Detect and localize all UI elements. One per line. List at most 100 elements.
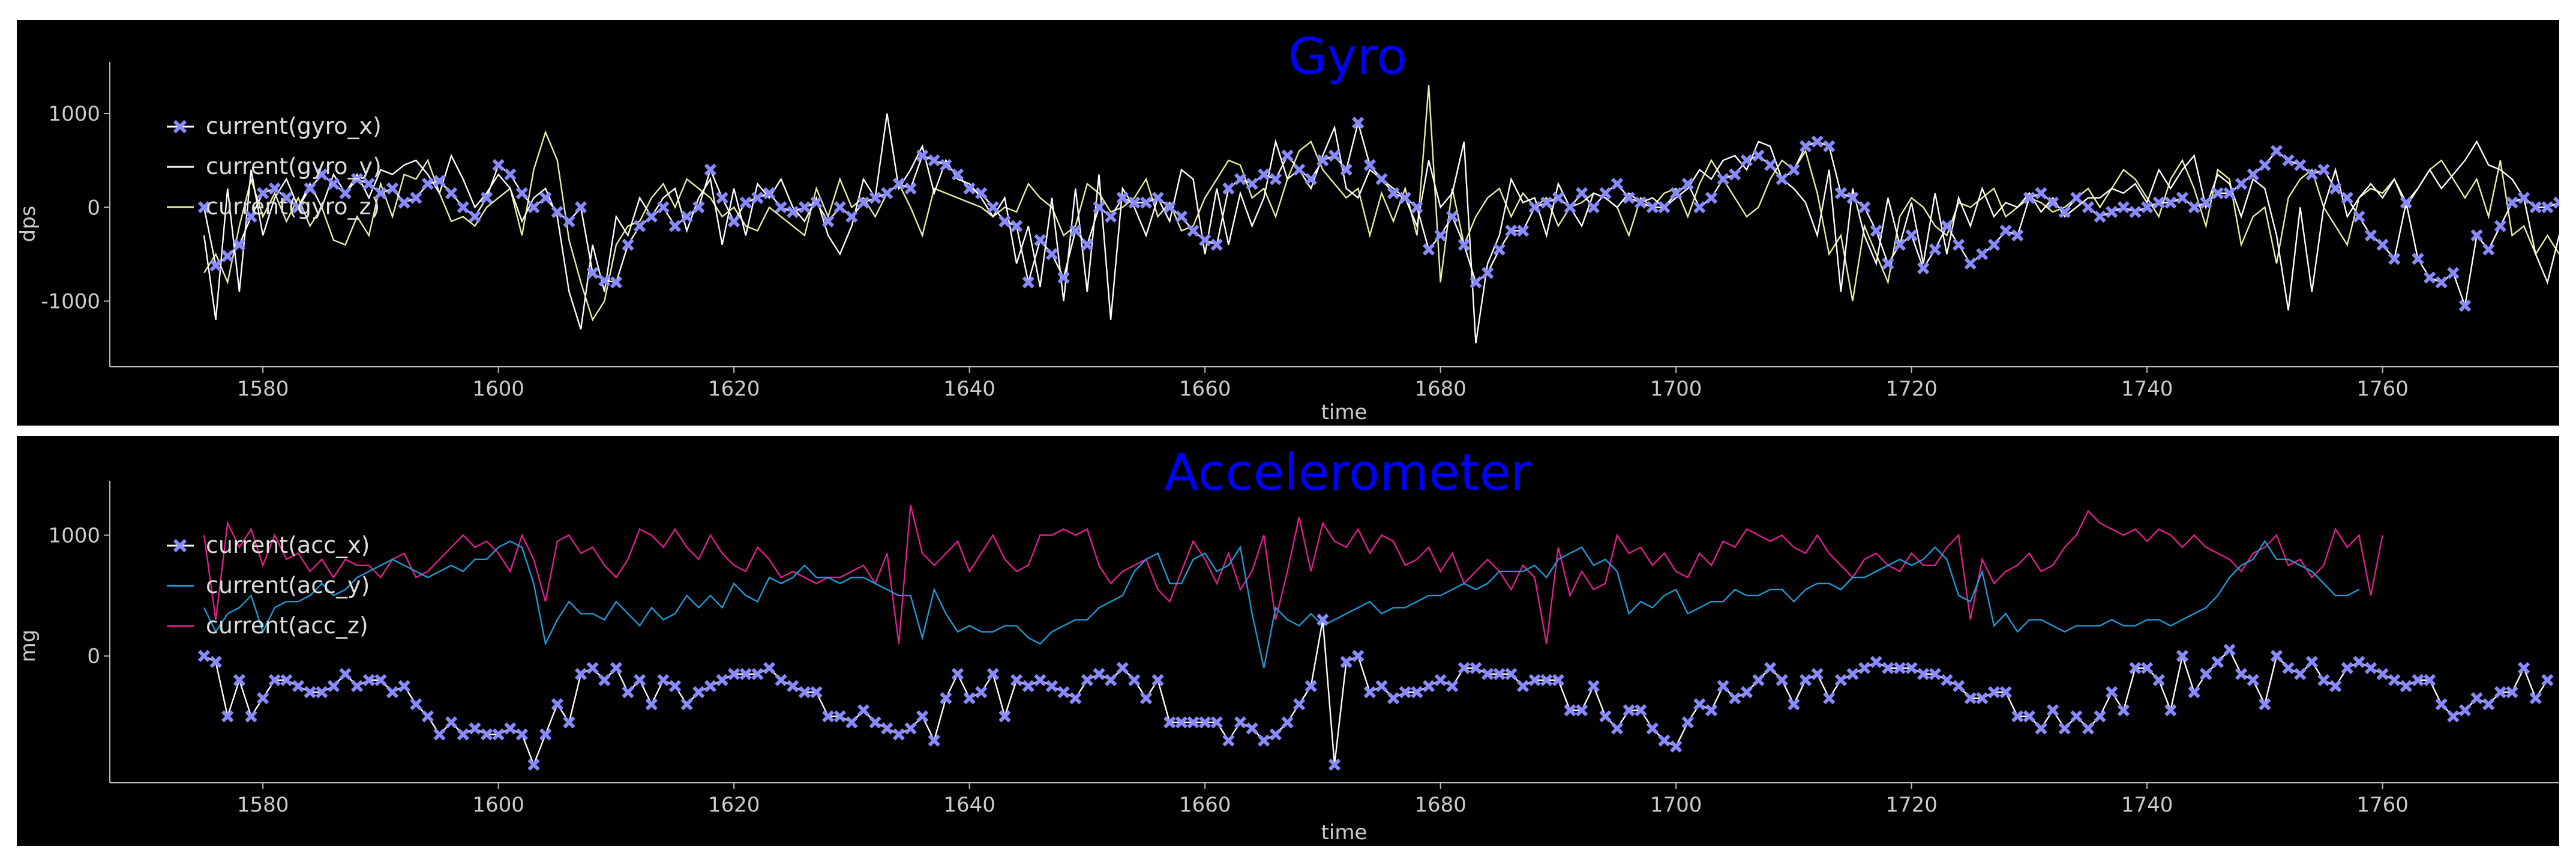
data-point <box>1340 163 1353 176</box>
data-point <box>221 710 234 723</box>
data-point <box>327 178 340 190</box>
data-point <box>2106 205 2118 219</box>
data-point <box>1022 276 1034 289</box>
data-point <box>1516 225 1530 237</box>
data-point <box>1976 248 1989 261</box>
data-point <box>1870 225 1882 237</box>
data-point <box>822 710 835 723</box>
data-point <box>951 168 964 181</box>
gyro-chart-panel: Gyro time dps 1580 1600 1620 1640 1660 1680 17… <box>17 20 2559 426</box>
data-point <box>2117 201 2130 214</box>
x-tick-label: 1640 <box>943 377 995 401</box>
data-point <box>2259 698 2271 711</box>
data-point <box>2141 201 2154 214</box>
data-point <box>940 158 952 172</box>
series-current-acc-y <box>203 540 2359 669</box>
data-point <box>2129 662 2142 674</box>
data-point <box>763 662 776 674</box>
data-point <box>2435 276 2448 289</box>
data-point <box>2152 674 2165 687</box>
data-point <box>515 187 528 199</box>
data-point <box>1139 196 1153 209</box>
data-point <box>2259 158 2271 172</box>
data-point <box>304 686 316 699</box>
series-current-acc-z <box>203 504 2383 644</box>
data-point <box>1564 201 1576 214</box>
data-point <box>1846 191 1859 204</box>
data-point <box>421 710 434 723</box>
data-point <box>316 686 328 699</box>
x-tick-label: 1760 <box>2356 377 2409 401</box>
data-point <box>1305 173 1317 185</box>
data-point <box>1434 229 1447 242</box>
data-point <box>2152 196 2165 209</box>
data-point <box>739 196 752 209</box>
data-point <box>1470 662 1482 674</box>
y-tick-label: 0 <box>87 645 100 669</box>
data-point <box>292 680 305 693</box>
data-point <box>1811 135 1824 148</box>
data-point <box>1234 173 1247 185</box>
data-point <box>316 168 328 181</box>
chart-title: Accelerometer <box>1164 443 1531 502</box>
data-point <box>469 210 481 223</box>
data-point <box>1893 662 1906 674</box>
data-point <box>209 259 222 272</box>
data-point <box>1034 674 1046 687</box>
data-point <box>515 728 528 741</box>
data-point <box>527 201 540 214</box>
data-point <box>975 686 988 699</box>
series-current-gyro-x <box>197 116 2559 312</box>
data-point <box>1729 168 1741 181</box>
legend-item: current(acc_y) <box>167 572 370 598</box>
data-point <box>1387 187 1400 199</box>
data-point <box>2058 722 2071 735</box>
data-point <box>916 710 929 723</box>
data-point <box>2200 668 2212 681</box>
data-point <box>1317 613 1329 626</box>
data-point <box>551 698 563 711</box>
data-point <box>2176 191 2189 204</box>
data-point <box>1611 722 1624 735</box>
data-point <box>1941 220 1953 232</box>
x-axis-label: time <box>1321 400 1368 424</box>
data-point <box>2270 145 2283 157</box>
x-tick-label: 1720 <box>1885 793 1938 817</box>
legend-label: current(gyro_y) <box>206 153 382 179</box>
data-point <box>1458 662 1470 674</box>
data-point <box>751 668 764 681</box>
data-point <box>304 182 316 195</box>
data-point <box>2200 196 2212 209</box>
data-point <box>668 220 682 232</box>
data-point <box>1505 668 1518 681</box>
data-point <box>2011 229 2024 242</box>
data-point <box>551 205 563 219</box>
data-point <box>1151 191 1164 204</box>
data-point <box>1328 149 1341 162</box>
data-point <box>2223 643 2236 656</box>
x-tick-label: 1600 <box>472 377 524 401</box>
data-point <box>2317 163 2330 176</box>
data-point <box>2176 650 2189 662</box>
series-current-gyro-y <box>203 113 2559 344</box>
data-point <box>433 728 446 741</box>
series-current-acc-x <box>197 613 2554 771</box>
data-point <box>798 201 811 214</box>
data-point <box>1411 201 1423 214</box>
data-point <box>833 710 846 723</box>
data-point <box>268 182 281 195</box>
data-point <box>928 154 940 167</box>
data-point <box>2376 238 2389 251</box>
data-point <box>327 680 340 693</box>
data-point <box>339 187 352 199</box>
data-point <box>1246 178 1258 190</box>
data-point <box>1222 734 1235 747</box>
data-point <box>1210 238 1223 251</box>
data-point <box>445 187 458 199</box>
data-point <box>398 680 410 693</box>
data-point <box>1764 662 1777 674</box>
data-point <box>1858 201 1871 214</box>
data-point <box>975 187 988 199</box>
data-point <box>2482 698 2495 711</box>
data-point <box>197 650 211 662</box>
